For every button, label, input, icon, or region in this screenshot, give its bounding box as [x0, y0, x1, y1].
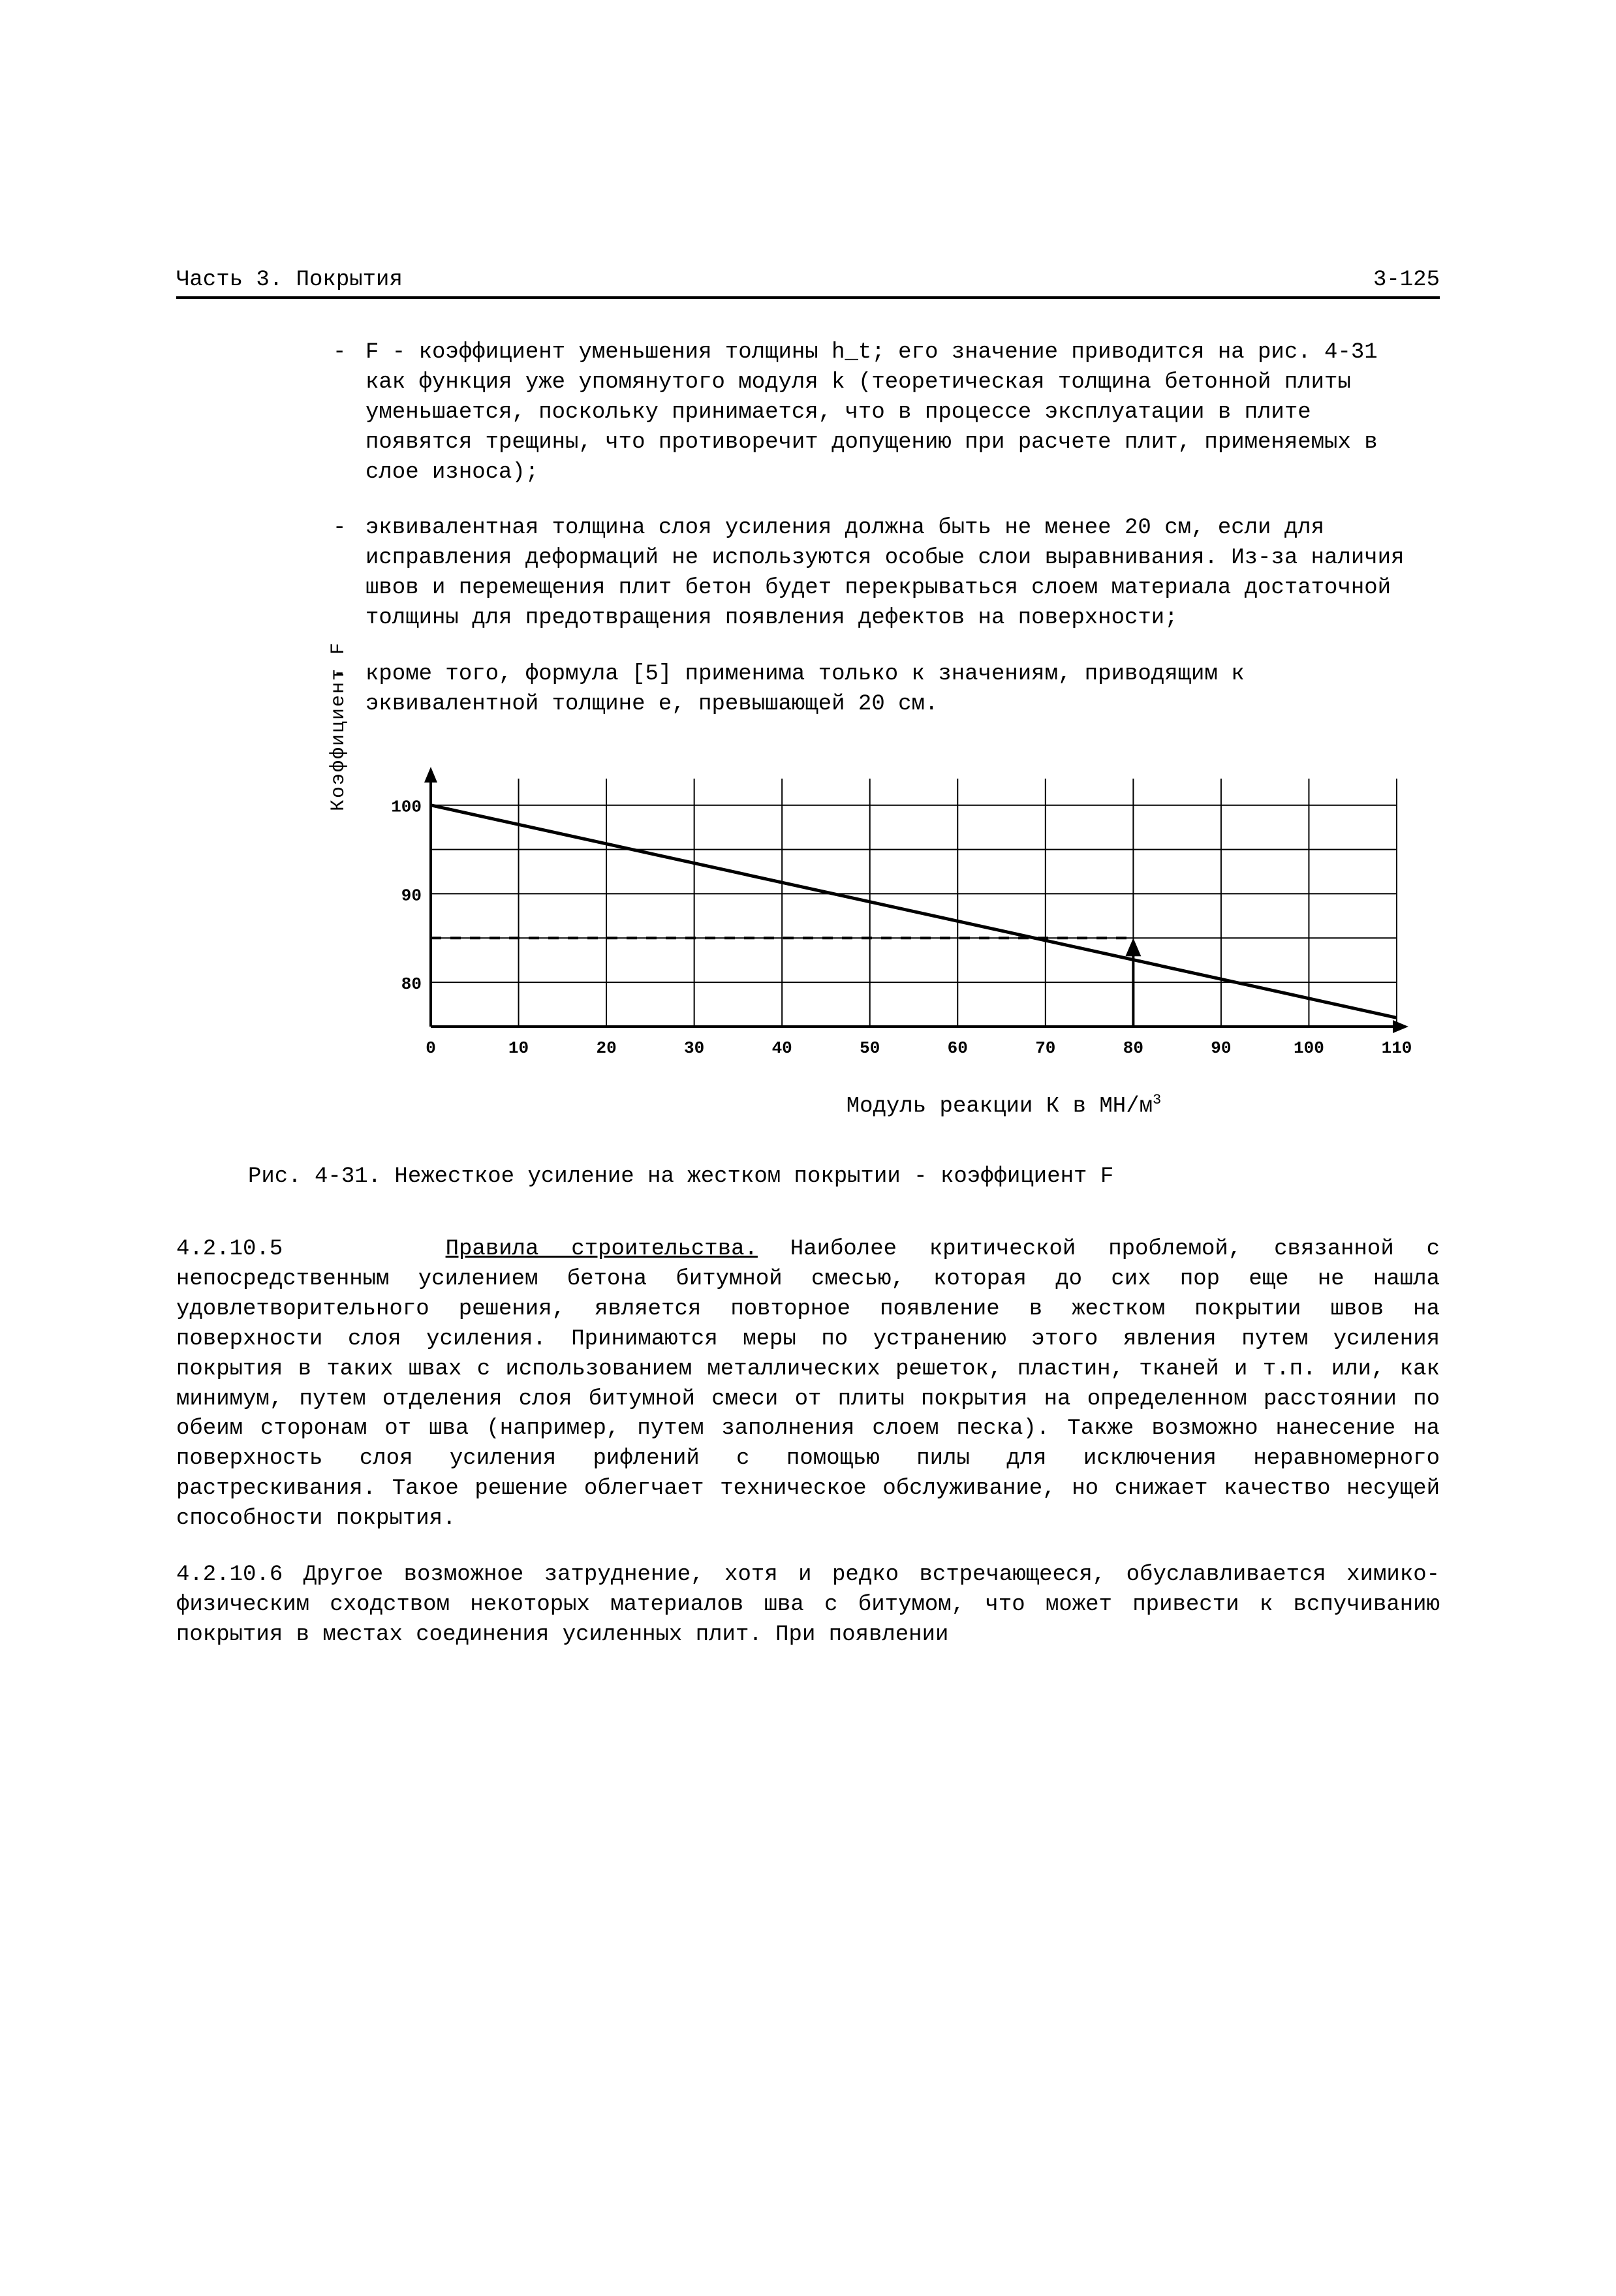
paragraph-body: Другое возможное затруднение, хотя и ред… — [176, 1562, 1440, 1647]
xlabel-sup: 3 — [1153, 1092, 1161, 1108]
bullet-item-3: - кроме того, формула [5] применима толь… — [365, 660, 1427, 720]
svg-text:100: 100 — [1294, 1038, 1324, 1058]
svg-text:30: 30 — [684, 1038, 704, 1058]
xlabel-text: Модуль реакции К в МН/м — [847, 1094, 1153, 1119]
section-number: 4.2.10.6 — [176, 1562, 283, 1587]
section-number: 4.2.10.5 — [176, 1237, 283, 1262]
bullet-text: кроме того, формула [5] применима только… — [365, 662, 1245, 717]
svg-text:40: 40 — [772, 1038, 792, 1058]
page-header: Часть 3. Покрытия 3-125 — [176, 268, 1440, 299]
svg-text:90: 90 — [1211, 1038, 1231, 1058]
svg-text:80: 80 — [1123, 1038, 1143, 1058]
bullet-item-1: - F - коэффициент уменьшения толщины h_t… — [365, 338, 1427, 488]
bullet-item-2: - эквивалентная толщина слоя усиления до… — [365, 514, 1427, 634]
chart-container: Коэффициент F 80901000102030405060708090… — [379, 766, 1423, 1066]
svg-text:50: 50 — [860, 1038, 880, 1058]
paragraph-4-2-10-6: 4.2.10.6 Другое возможное затруднение, х… — [176, 1560, 1440, 1651]
paragraph-4-2-10-5: 4.2.10.5 Правила строительства. Наиболее… — [176, 1235, 1440, 1534]
svg-text:70: 70 — [1035, 1038, 1055, 1058]
svg-text:10: 10 — [508, 1038, 529, 1058]
dash-icon: - — [333, 338, 346, 368]
paragraph-body: Наиболее критической проблемой, связанно… — [176, 1237, 1440, 1531]
chart-ylabel: Коэффициент F — [328, 642, 350, 811]
figure-caption: Рис. 4-31. Нежесткое усиление на жестком… — [248, 1164, 1440, 1189]
svg-text:90: 90 — [401, 886, 422, 905]
section-lead: Правила строительства. — [446, 1237, 758, 1262]
header-left: Часть 3. Покрытия — [176, 268, 403, 292]
svg-text:0: 0 — [426, 1038, 436, 1058]
coefficient-f-chart: 80 90 100 0 10 20 30 40 50 60 70 80 90 100 110 — [379, 766, 1423, 1066]
header-right: 3-125 — [1373, 268, 1440, 292]
bullet-text: F - коэффициент уменьшения толщины h_t; … — [365, 340, 1378, 485]
bullet-text: эквивалентная толщина слоя усиления долж… — [365, 516, 1404, 630]
svg-text:100: 100 — [391, 798, 422, 817]
dash-icon: - — [333, 514, 346, 544]
chart-xlabel: Модуль реакции К в МН/м3 — [568, 1092, 1440, 1119]
svg-text:20: 20 — [596, 1038, 616, 1058]
svg-text:80: 80 — [401, 974, 422, 994]
svg-text:110: 110 — [1382, 1038, 1412, 1058]
svg-text:60: 60 — [948, 1038, 968, 1058]
